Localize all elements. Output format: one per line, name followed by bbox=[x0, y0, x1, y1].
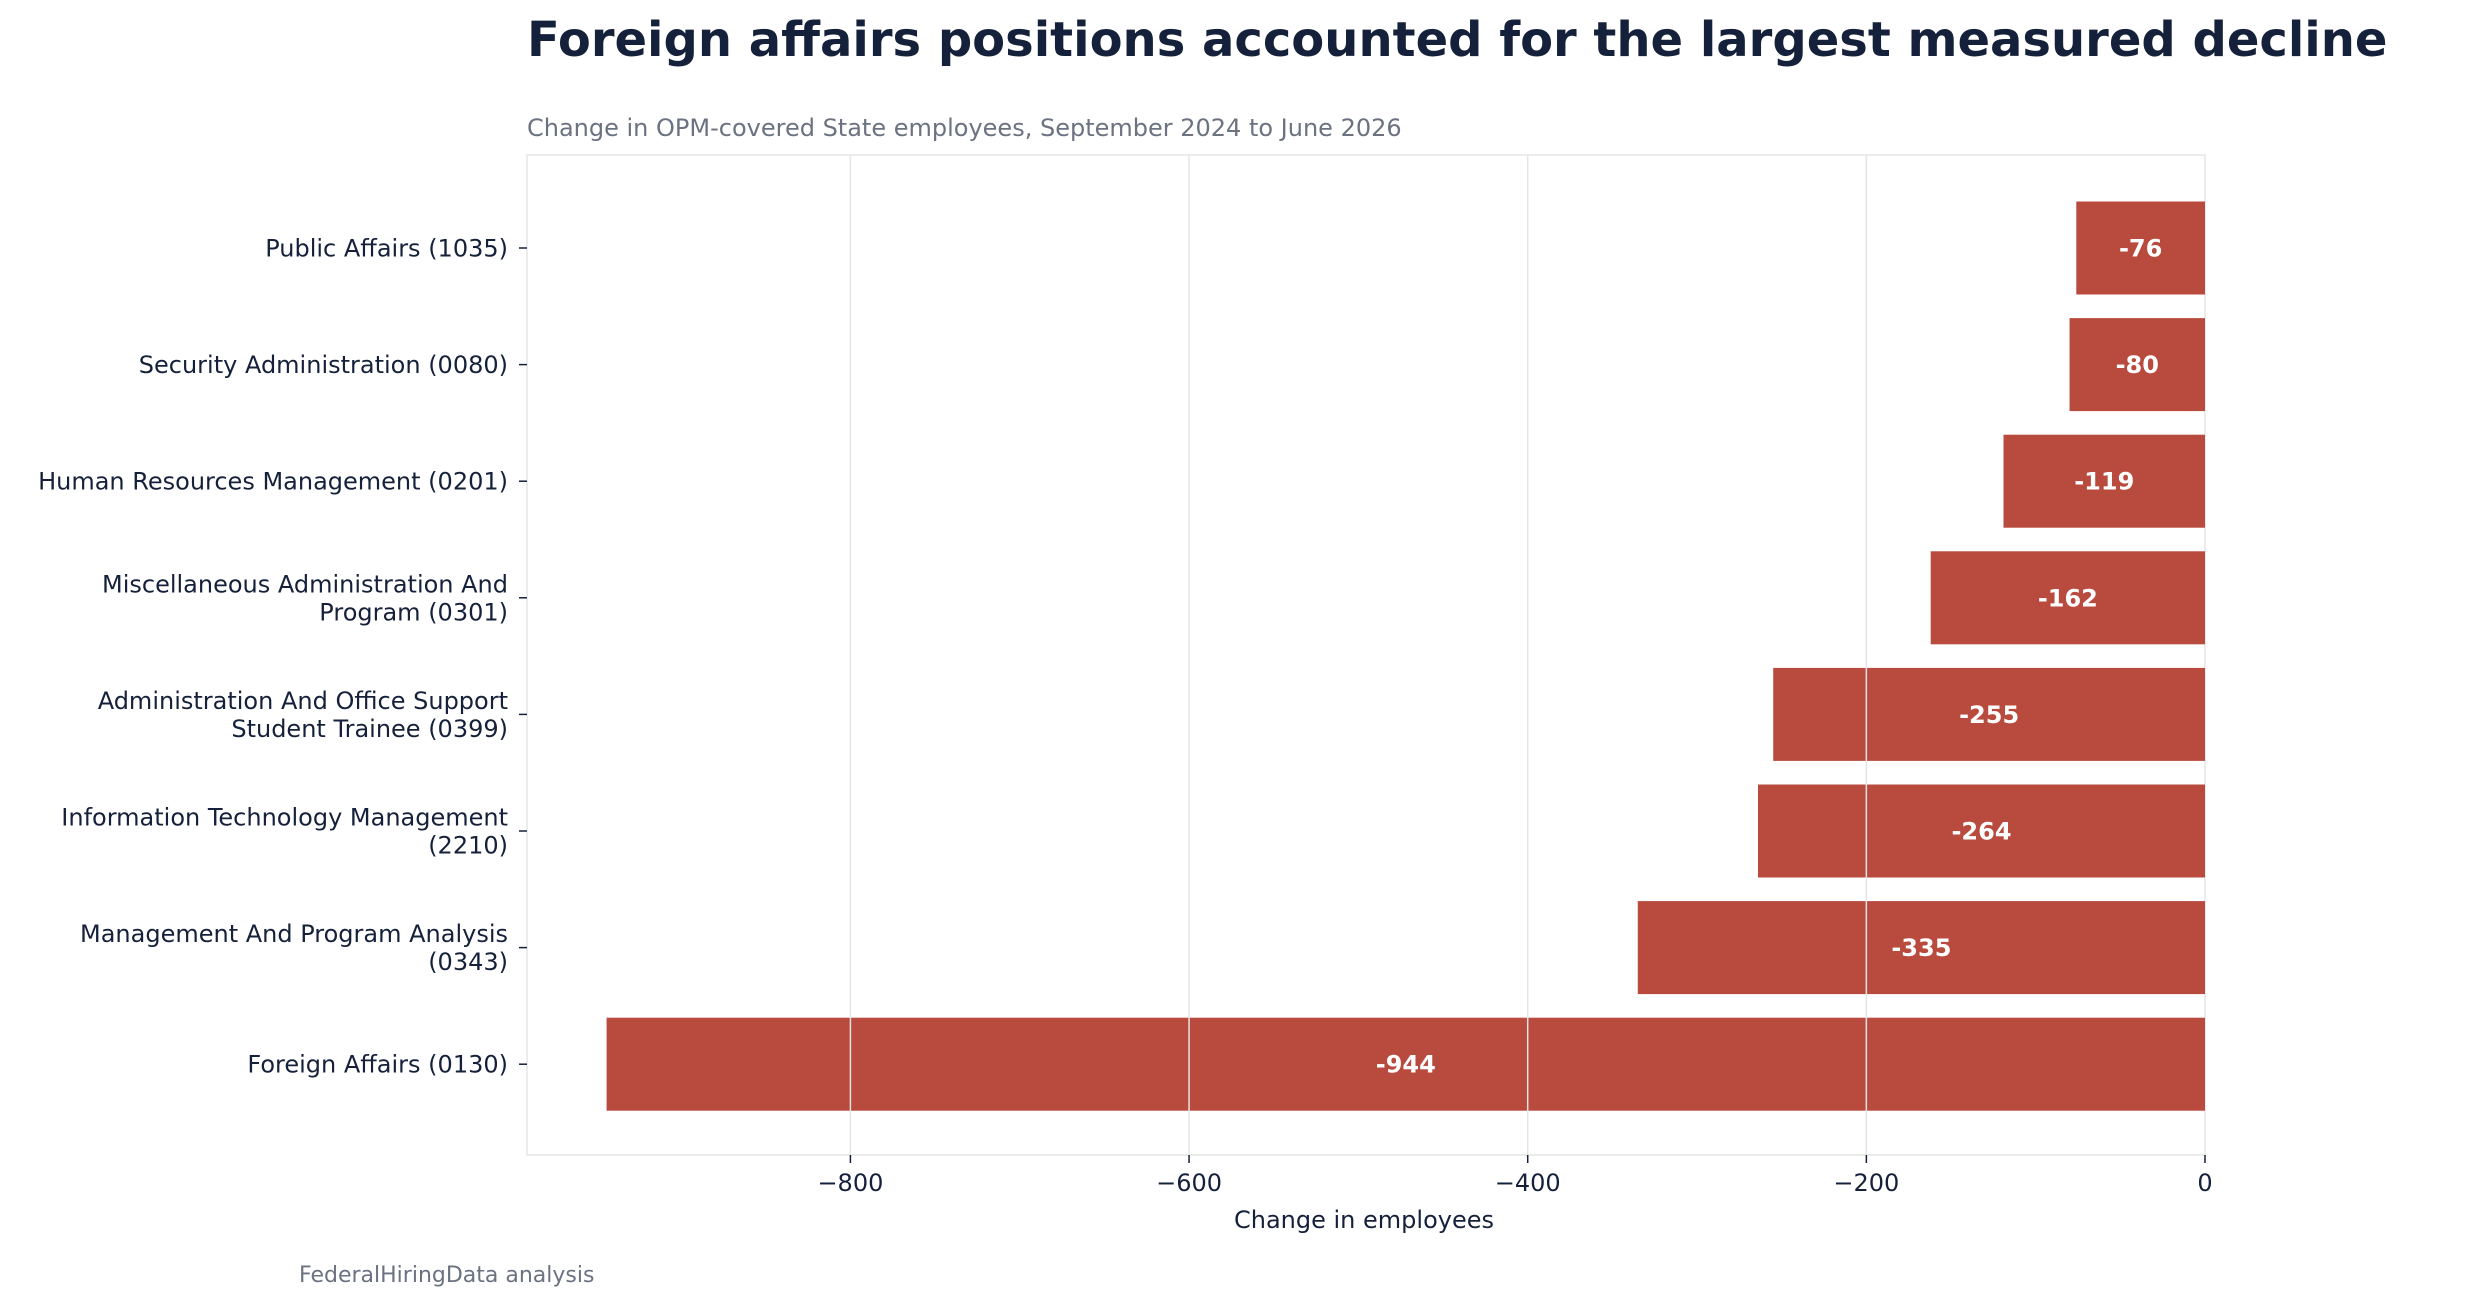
bar-value-label: -335 bbox=[1891, 934, 1951, 962]
y-tick-label: Administration And Office Support Student… bbox=[98, 687, 508, 743]
y-axis-ticks: Public Affairs (1035) Security Administra… bbox=[38, 235, 527, 1079]
bar bbox=[2076, 201, 2205, 295]
bar bbox=[2069, 318, 2205, 412]
bar-value-label: -119 bbox=[2074, 468, 2134, 496]
y-tick-label: Miscellaneous Administration And Program … bbox=[102, 570, 508, 626]
bar bbox=[1757, 784, 2205, 878]
bar-value-label: -255 bbox=[1959, 701, 2019, 729]
bar bbox=[2003, 434, 2205, 528]
bar-value-label: -944 bbox=[1376, 1051, 1436, 1079]
bar-value-label: -162 bbox=[2038, 584, 2098, 612]
bar-value-label: -264 bbox=[1951, 818, 2011, 846]
plot-area bbox=[526, 154, 2206, 1156]
chart-title: Foreign affairs positions accounted for … bbox=[527, 12, 2387, 68]
bar bbox=[1637, 901, 2205, 995]
y-tick-label: Foreign Affairs (0130) bbox=[247, 1051, 508, 1079]
y-tick-label: Human Resources Management (0201) bbox=[38, 468, 508, 496]
grid-lines bbox=[849, 155, 1868, 1155]
x-tick-label: −600 bbox=[1156, 1169, 1222, 1197]
x-tick-label: −400 bbox=[1495, 1169, 1561, 1197]
y-tick-label: Management And Program Analysis (0343) bbox=[80, 920, 508, 976]
bar-value-label: -76 bbox=[2119, 235, 2162, 263]
x-tick-label: −200 bbox=[1833, 1169, 1899, 1197]
x-tick-label: −800 bbox=[817, 1169, 883, 1197]
x-tick-label: 0 bbox=[2197, 1169, 2212, 1197]
y-tick-label: Information Technology Management (2210) bbox=[61, 804, 508, 860]
bar bbox=[606, 1017, 2205, 1111]
bars bbox=[606, 201, 2205, 1111]
bar-labels: -76 -80 -119 -162 -255 -264 -335 -944 bbox=[1376, 235, 2163, 1079]
y-tick-label: Security Administration (0080) bbox=[139, 351, 508, 379]
bar bbox=[1930, 551, 2205, 645]
source-note: FederalHiringData analysis bbox=[299, 1263, 594, 1288]
bar-value-label: -80 bbox=[2116, 351, 2159, 379]
bar bbox=[1773, 667, 2205, 761]
x-axis-label: Change in employees bbox=[1234, 1206, 1494, 1234]
chart-subtitle: Change in OPM-covered State employees, S… bbox=[527, 114, 1402, 142]
x-axis-ticks: −800 −600 −400 −200 0 bbox=[817, 1155, 2213, 1197]
y-tick-label: Public Affairs (1035) bbox=[265, 235, 508, 263]
